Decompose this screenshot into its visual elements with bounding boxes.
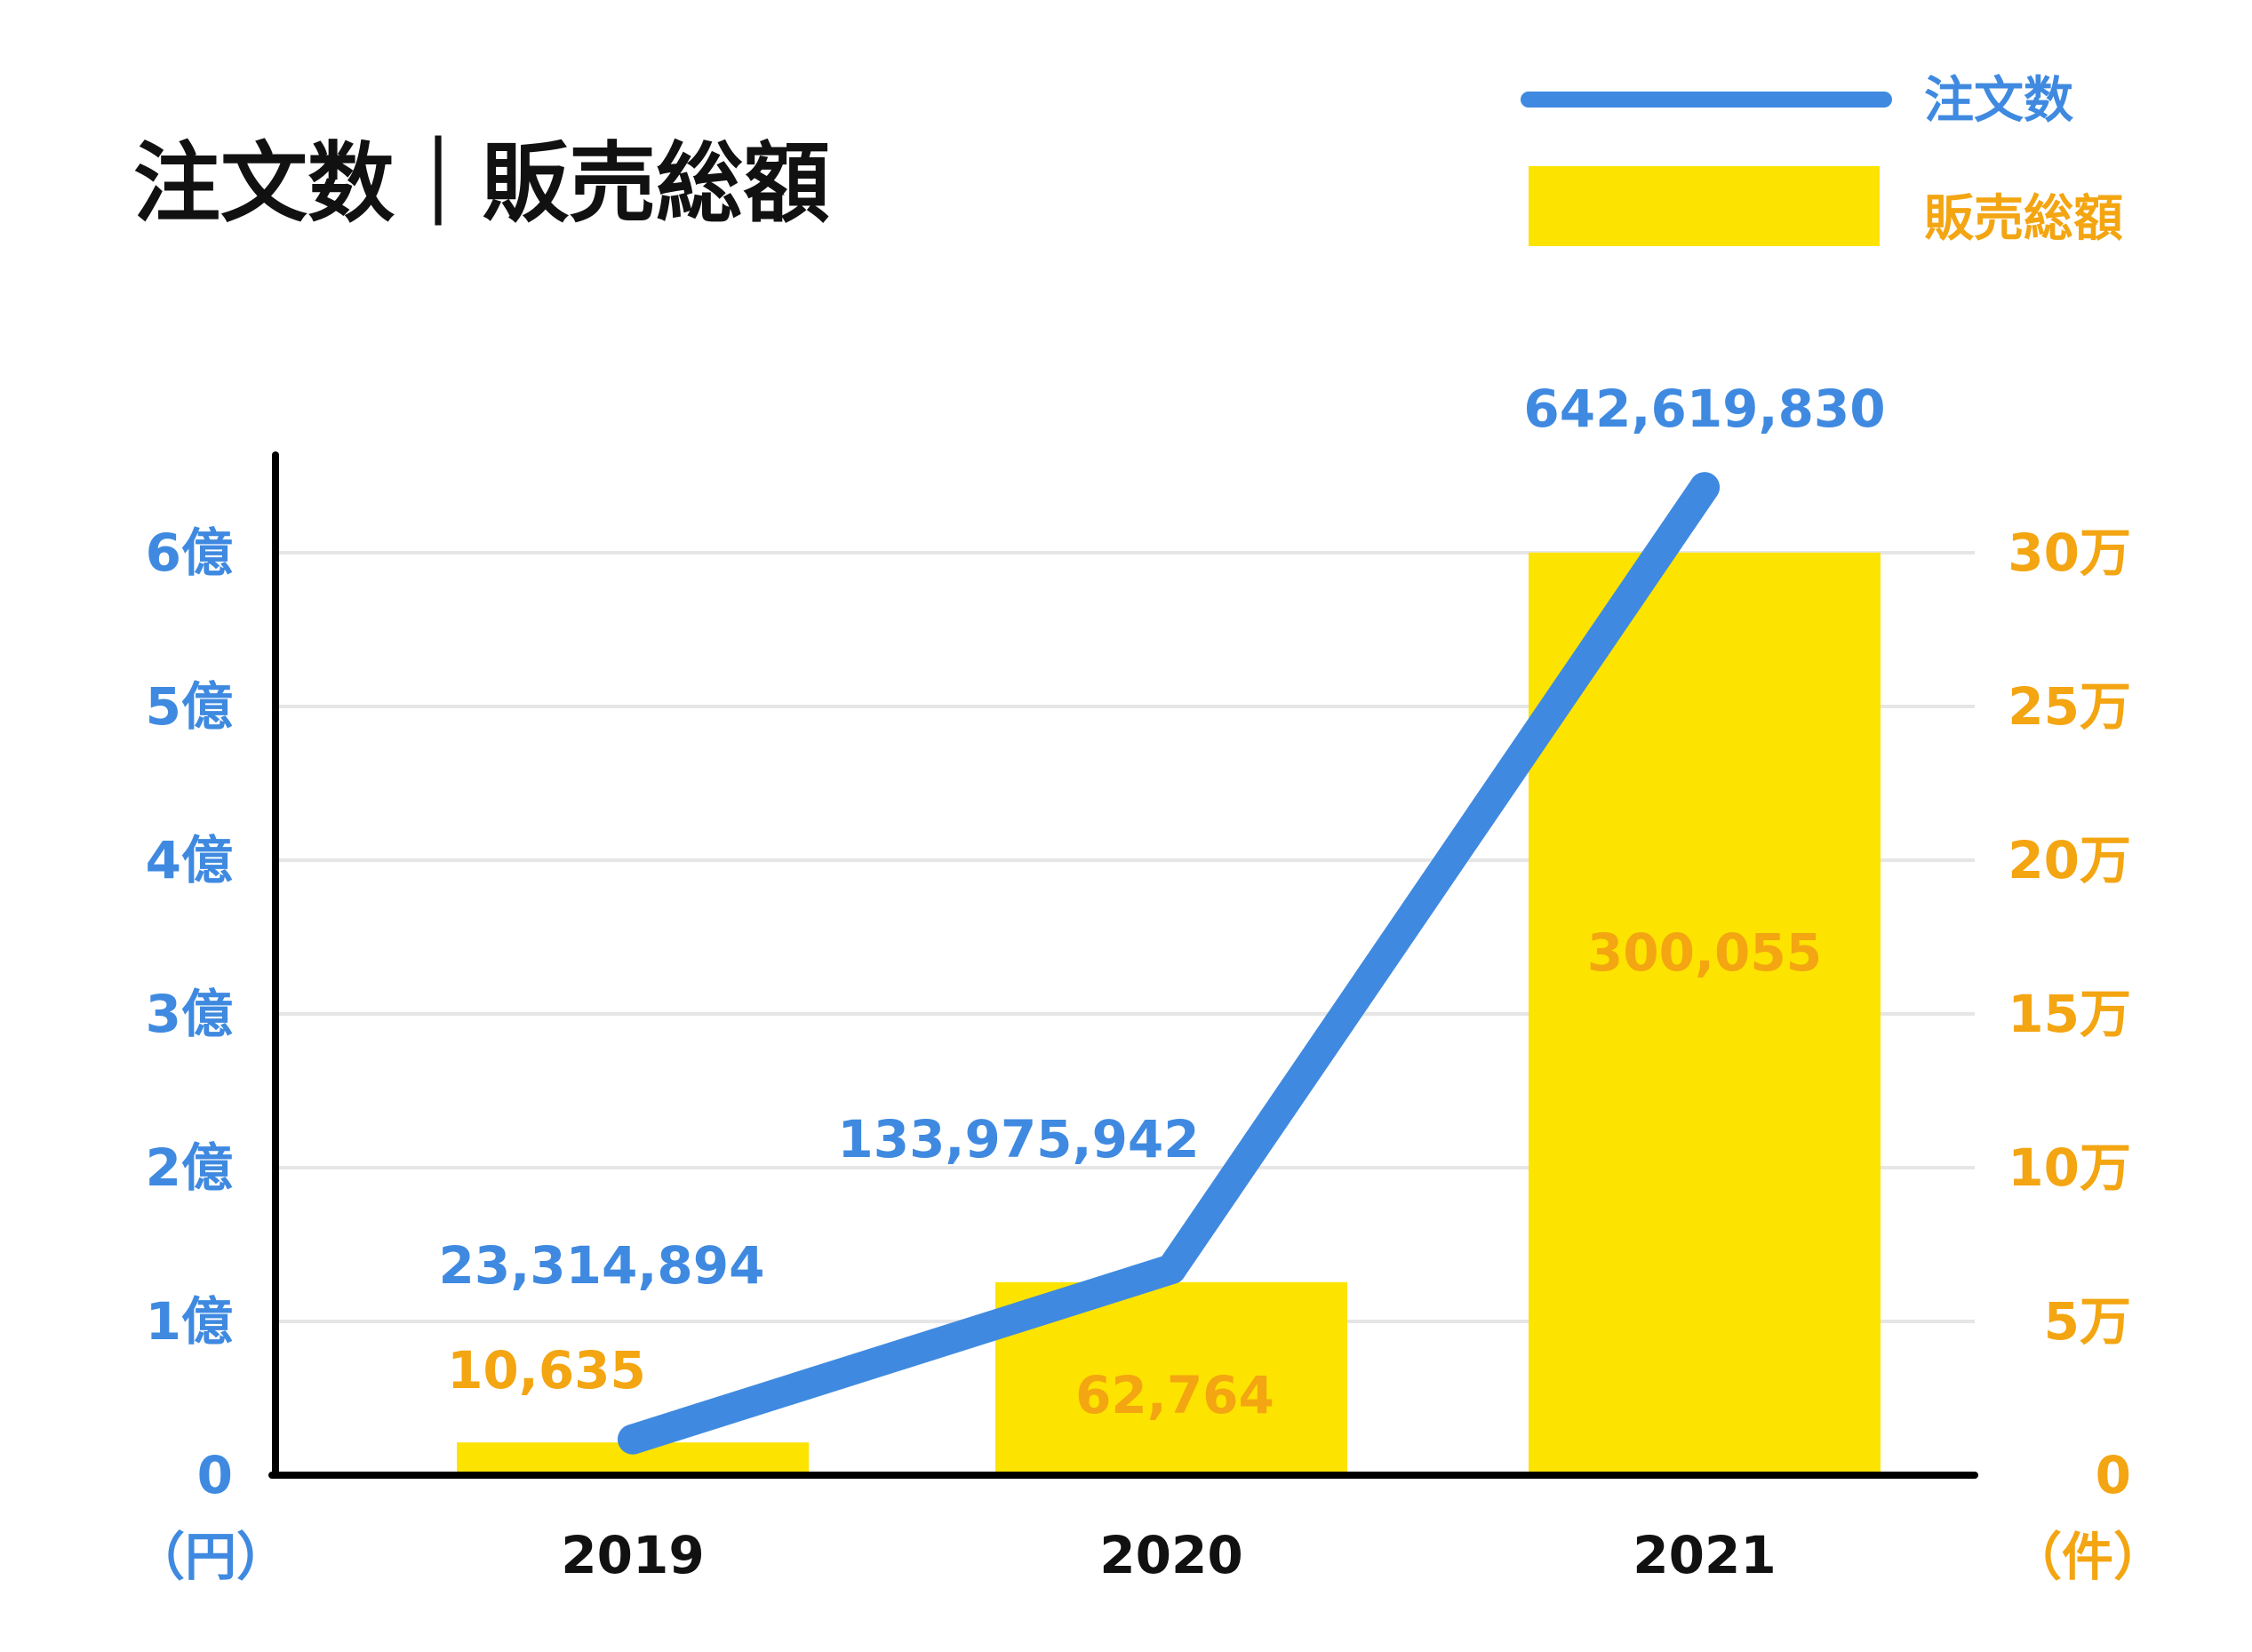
legend-bar-label: 販売総額: [1924, 190, 2123, 248]
data-labels: 23,314,894 133,975,942 642,619,830 10,635 62…: [439, 379, 1886, 1425]
chart-title: 注文数｜販売総額: [133, 133, 830, 235]
left-tick-label: 6億: [146, 523, 233, 583]
right-tick-label: 20万: [2008, 830, 2131, 890]
line-point: [618, 1424, 648, 1455]
right-axis-unit: （件）: [2010, 1527, 2165, 1587]
category-label: 2021: [1633, 1525, 1776, 1585]
right-tick-label: 30万: [2008, 523, 2131, 583]
right-tick-label: 5万: [2044, 1291, 2131, 1352]
grid-lines: [276, 551, 1975, 1323]
axes: [268, 451, 1978, 1479]
left-tick-label: 1億: [146, 1291, 233, 1352]
category-label: 2019: [561, 1525, 704, 1585]
line-series: [618, 472, 1720, 1455]
right-tick-label: 0: [2096, 1445, 2131, 1505]
line-point: [1689, 472, 1720, 503]
left-tick-label: 5億: [146, 676, 233, 737]
bar: [1529, 552, 1881, 1475]
line-data-label: 133,975,942: [837, 1109, 1199, 1169]
bar-data-label: 300,055: [1587, 922, 1822, 983]
left-tick-label: 2億: [146, 1137, 233, 1198]
line-data-label: 23,314,894: [439, 1235, 765, 1296]
left-axis-ticks: 0 1億 2億 3億 4億 5億 6億: [146, 523, 233, 1505]
category-label: 2020: [1099, 1525, 1242, 1585]
bar-data-label: 10,635: [447, 1340, 646, 1401]
left-tick-label: 0: [197, 1445, 233, 1505]
left-tick-label: 3億: [146, 984, 233, 1044]
legend-line-label: 注文数: [1924, 72, 2073, 130]
line-point: [1156, 1254, 1186, 1285]
left-tick-label: 4億: [146, 830, 233, 890]
line-data-label: 642,619,830: [1523, 379, 1885, 439]
right-tick-label: 10万: [2008, 1137, 2131, 1198]
right-tick-label: 25万: [2008, 676, 2131, 737]
right-tick-label: 15万: [2008, 984, 2131, 1044]
category-labels: 2019 2020 2021: [561, 1525, 1776, 1585]
left-axis-unit: （円）: [133, 1527, 288, 1587]
legend: 注文数 販売総額: [1521, 72, 2123, 248]
legend-bar-swatch: [1529, 166, 1880, 246]
right-axis-ticks: 0 5万 10万 15万 20万 25万 30万: [2008, 523, 2131, 1505]
bar-data-label: 62,764: [1075, 1365, 1274, 1425]
